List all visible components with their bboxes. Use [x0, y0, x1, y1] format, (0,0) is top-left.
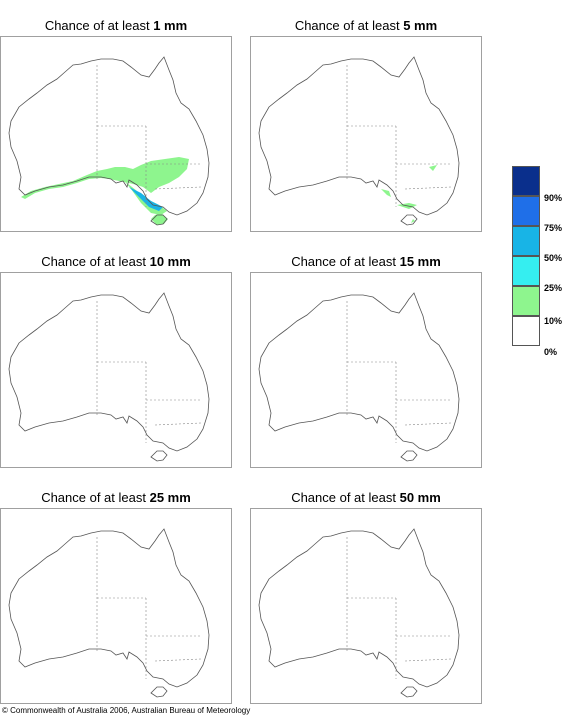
australia-map	[258, 528, 460, 698]
australia-map	[8, 528, 210, 698]
panel-title: Chance of at least 5 mm	[294, 18, 438, 33]
copyright-notice: © Commonwealth of Australia 2006, Austra…	[2, 706, 251, 715]
rain-10-25-area	[381, 189, 391, 197]
legend-swatch-0-10	[512, 316, 540, 346]
state-border	[154, 422, 202, 426]
australia-map	[258, 292, 460, 462]
legend: 90% 75% 50% 25% 10% 0%	[512, 166, 570, 362]
tasmania-coastline	[150, 214, 168, 226]
state-border	[404, 186, 452, 190]
legend-swatch-75-90	[512, 196, 540, 226]
coastline	[8, 292, 210, 452]
australia-map	[258, 56, 460, 226]
legend-swatch-10-25	[512, 286, 540, 316]
map-frame	[0, 36, 232, 232]
state-border	[404, 422, 452, 426]
rain-10-25-area	[429, 165, 437, 171]
state-border	[154, 658, 202, 662]
legend-label: 25%	[544, 283, 563, 293]
coastline	[8, 528, 210, 688]
legend-label: 90%	[544, 193, 563, 203]
state-border	[404, 658, 452, 662]
map-frame	[250, 508, 482, 704]
tasmania-coastline	[400, 450, 418, 462]
legend-swatch-90-100	[512, 166, 540, 196]
coastline	[258, 56, 460, 216]
map-frame	[0, 272, 232, 468]
map-frame	[250, 36, 482, 232]
australia-map	[8, 56, 210, 226]
map-frame	[250, 272, 482, 468]
rain-10-25-area	[411, 219, 415, 223]
legend-label: 0%	[544, 347, 558, 357]
legend-swatch-50-75	[512, 226, 540, 256]
coastline	[8, 56, 210, 216]
legend-label: 75%	[544, 223, 563, 233]
coastline	[258, 292, 460, 452]
legend-swatch-25-50	[512, 256, 540, 286]
panel-title: Chance of at least 10 mm	[41, 254, 191, 269]
map-frame	[0, 508, 232, 704]
tasmania-coastline	[400, 214, 418, 226]
legend-label: 50%	[544, 253, 563, 263]
panel-title: Chance of at least 1 mm	[44, 18, 188, 33]
coastline	[258, 528, 460, 688]
legend-label: 10%	[544, 316, 563, 326]
state-border	[154, 186, 202, 190]
tasmania-coastline	[150, 450, 168, 462]
panel-title: Chance of at least 15 mm	[291, 254, 441, 269]
australia-map	[8, 292, 210, 462]
tasmania-coastline	[400, 686, 418, 698]
tasmania-coastline	[150, 686, 168, 698]
panel-title: Chance of at least 50 mm	[291, 490, 441, 505]
panel-title: Chance of at least 25 mm	[41, 490, 191, 505]
